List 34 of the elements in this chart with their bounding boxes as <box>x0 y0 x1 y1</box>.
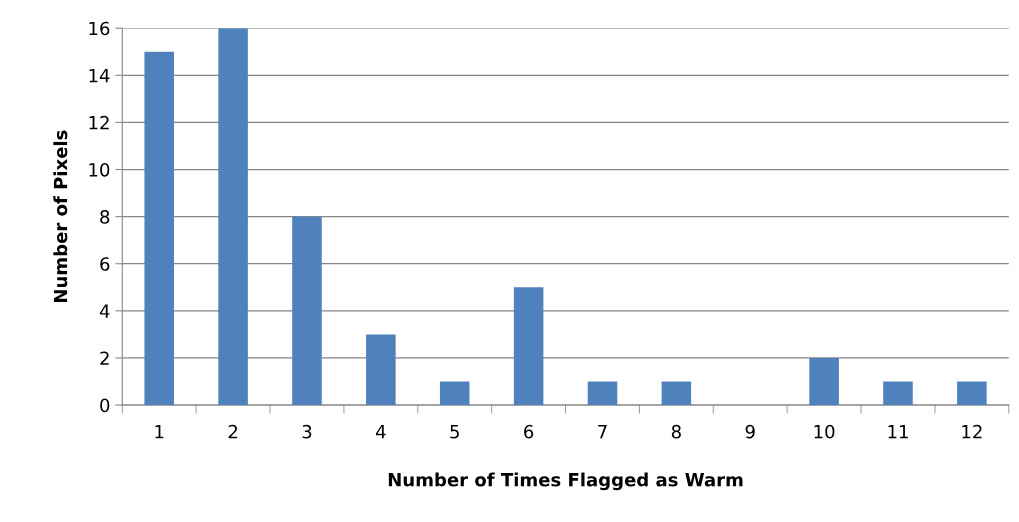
bar <box>292 216 322 406</box>
bar <box>144 51 174 406</box>
x-tick-label: 6 <box>524 424 534 439</box>
x-tick-label: 9 <box>745 424 755 439</box>
y-tick-label: 14 <box>89 68 110 83</box>
x-tick-label: 5 <box>450 425 459 439</box>
bar <box>439 381 470 406</box>
x-tick-label: 4 <box>375 425 386 439</box>
bar <box>513 287 544 406</box>
bar <box>218 28 248 406</box>
y-tick-label: 10 <box>89 162 110 177</box>
y-tick-label: 6 <box>100 257 110 271</box>
x-tick-label: 11 <box>888 425 908 439</box>
bar <box>883 381 913 406</box>
bar <box>587 381 618 406</box>
x-tick-label: 3 <box>302 424 312 439</box>
x-tick-label: 10 <box>814 424 835 439</box>
bar <box>957 381 987 406</box>
x-tick-label: 1 <box>155 425 164 439</box>
x-tick-label: 7 <box>598 425 607 439</box>
y-axis-title: Number of Pixels <box>53 130 68 302</box>
x-axis-title: Number of Times Flagged as Warm <box>388 472 743 491</box>
y-tick-label: 4 <box>99 304 110 318</box>
y-tick-label: 16 <box>89 21 110 36</box>
x-tick-label: 2 <box>228 424 238 439</box>
y-tick-label: 8 <box>100 210 110 224</box>
y-tick-label: 2 <box>100 351 109 365</box>
x-tick-label: 8 <box>671 424 681 439</box>
x-tick-label: 12 <box>962 424 982 439</box>
bar <box>809 357 839 406</box>
bar <box>661 381 692 406</box>
bar <box>366 334 396 406</box>
y-tick-label: 0 <box>100 398 110 413</box>
y-tick-label: 12 <box>89 115 109 130</box>
